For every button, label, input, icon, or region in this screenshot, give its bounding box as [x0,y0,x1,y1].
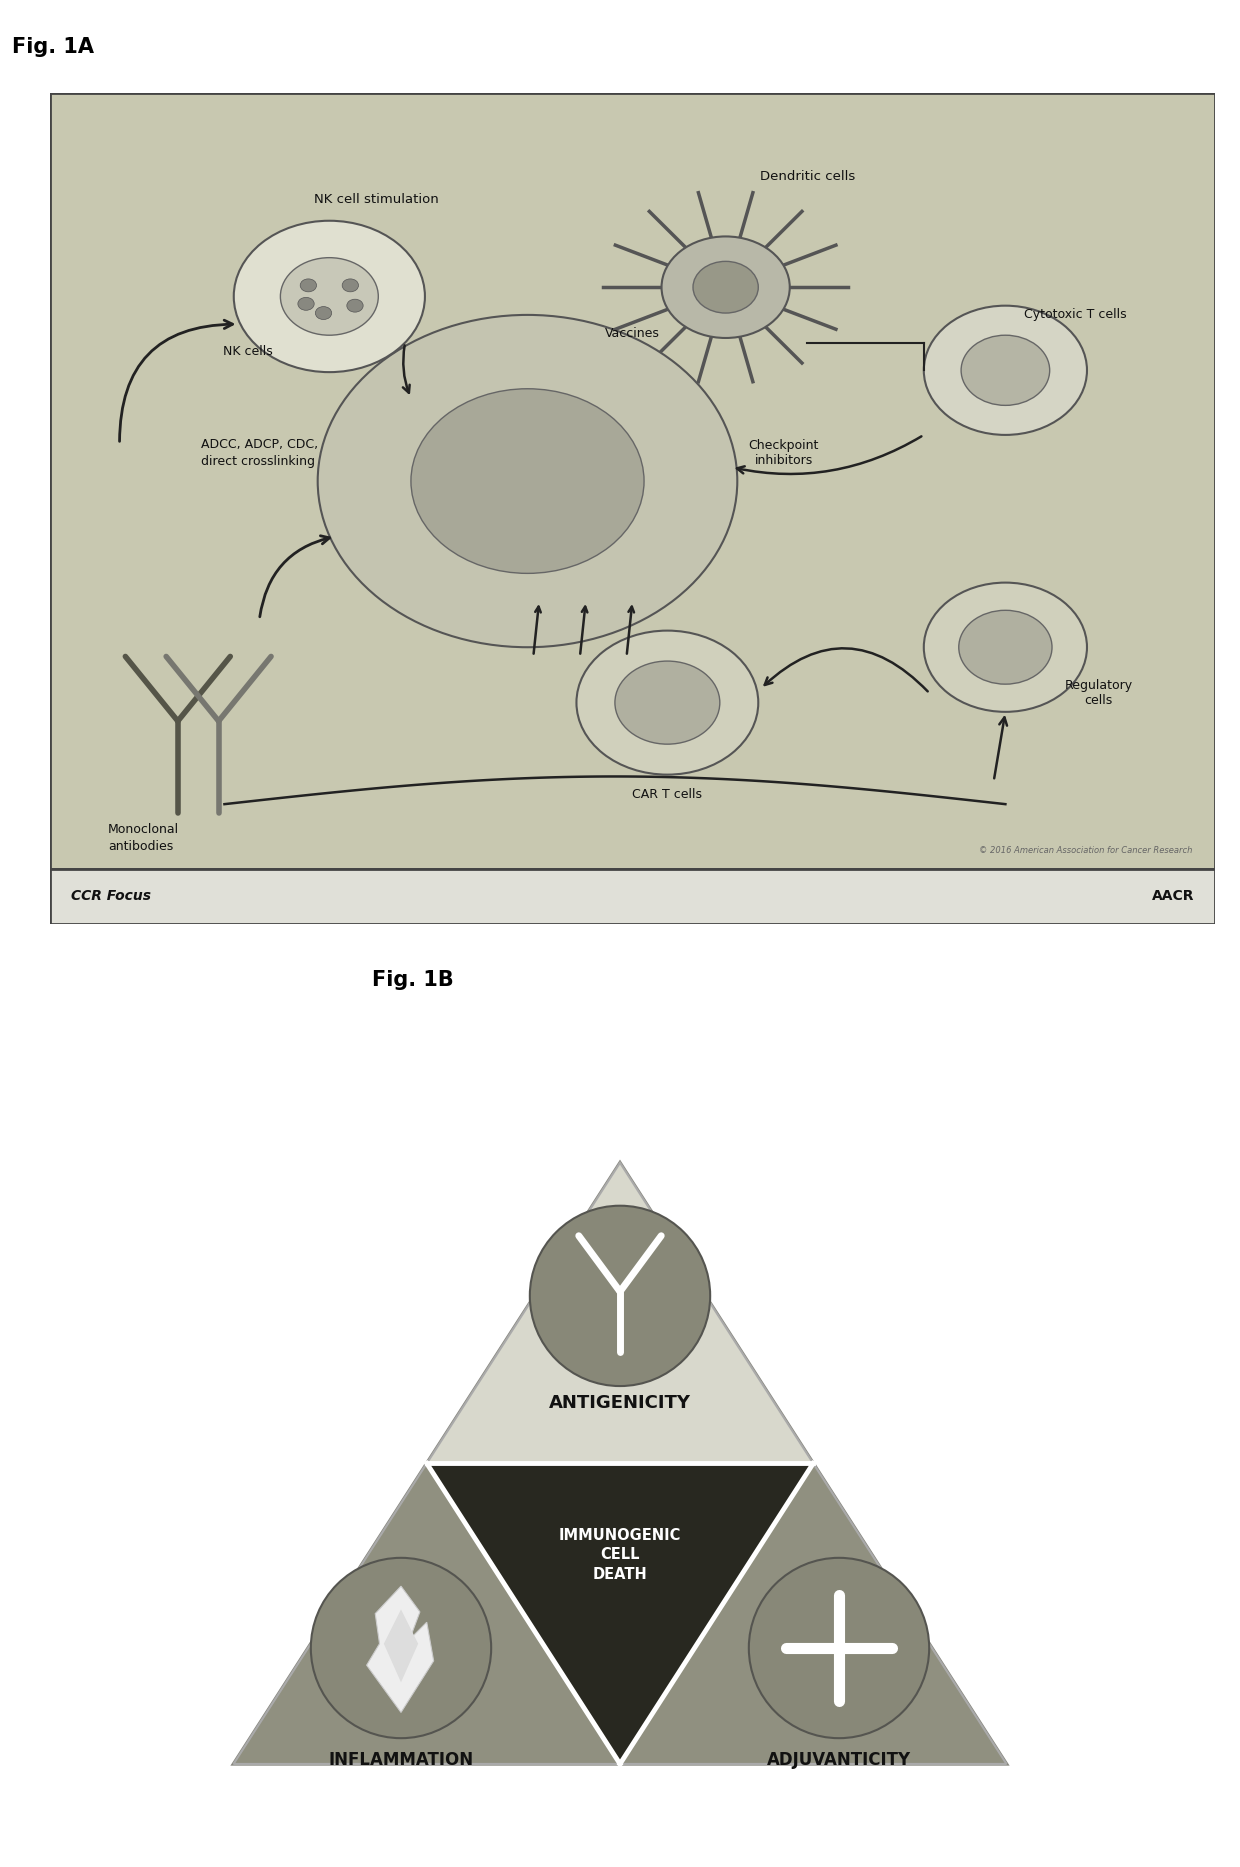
Circle shape [615,661,719,745]
Polygon shape [384,1609,418,1682]
Circle shape [280,258,378,336]
Polygon shape [367,1587,434,1712]
Text: Fig. 1A: Fig. 1A [12,37,94,56]
Text: Fig. 1B: Fig. 1B [372,971,454,990]
Circle shape [347,299,363,312]
FancyArrowPatch shape [403,345,409,392]
Circle shape [300,278,316,291]
Circle shape [298,297,314,310]
Text: CCR Focus: CCR Focus [71,889,150,904]
Text: Cytotoxic T cells: Cytotoxic T cells [1024,308,1127,321]
Circle shape [662,237,790,338]
Circle shape [315,306,331,319]
Circle shape [959,611,1052,683]
Text: CAR T cells: CAR T cells [632,788,702,801]
Text: Regulatory
cells: Regulatory cells [1065,680,1132,708]
Circle shape [961,336,1050,405]
Circle shape [529,1206,711,1385]
Text: AACR: AACR [1152,889,1194,904]
Circle shape [317,316,738,648]
Polygon shape [427,1464,813,1764]
Circle shape [311,1557,491,1738]
Bar [50,868,1215,924]
Text: ANTIGENICITY: ANTIGENICITY [549,1395,691,1411]
Polygon shape [620,1464,1007,1764]
Circle shape [693,261,759,314]
Polygon shape [233,1464,620,1764]
Text: ADCC, ADCP, CDC,
direct crosslinking: ADCC, ADCP, CDC, direct crosslinking [201,439,319,469]
Text: Monoclonal
antibodies: Monoclonal antibodies [108,823,179,853]
Circle shape [924,583,1087,711]
Polygon shape [427,1163,813,1464]
Text: NK cell stimulation: NK cell stimulation [314,192,439,205]
Text: Checkpoint
inhibitors: Checkpoint inhibitors [749,439,820,467]
Text: Dendritic cells: Dendritic cells [760,170,854,183]
Text: Vaccines: Vaccines [605,327,660,340]
FancyArrowPatch shape [119,319,233,441]
Circle shape [577,631,759,775]
FancyArrowPatch shape [260,536,330,616]
Text: INFLAMMATION: INFLAMMATION [329,1751,474,1768]
Text: NK cells: NK cells [223,345,273,358]
FancyArrowPatch shape [994,717,1007,779]
Polygon shape [233,1163,1007,1764]
Circle shape [234,220,425,372]
FancyArrowPatch shape [737,437,921,474]
Circle shape [410,388,644,573]
Circle shape [342,278,358,291]
Circle shape [749,1557,929,1738]
Text: IMMUNOGENIC
CELL
DEATH: IMMUNOGENIC CELL DEATH [559,1527,681,1581]
Text: ADJUVANTICITY: ADJUVANTICITY [766,1751,911,1768]
Text: © 2016 American Association for Cancer Research: © 2016 American Association for Cancer R… [978,846,1192,855]
Circle shape [924,306,1087,435]
FancyArrowPatch shape [765,648,928,691]
